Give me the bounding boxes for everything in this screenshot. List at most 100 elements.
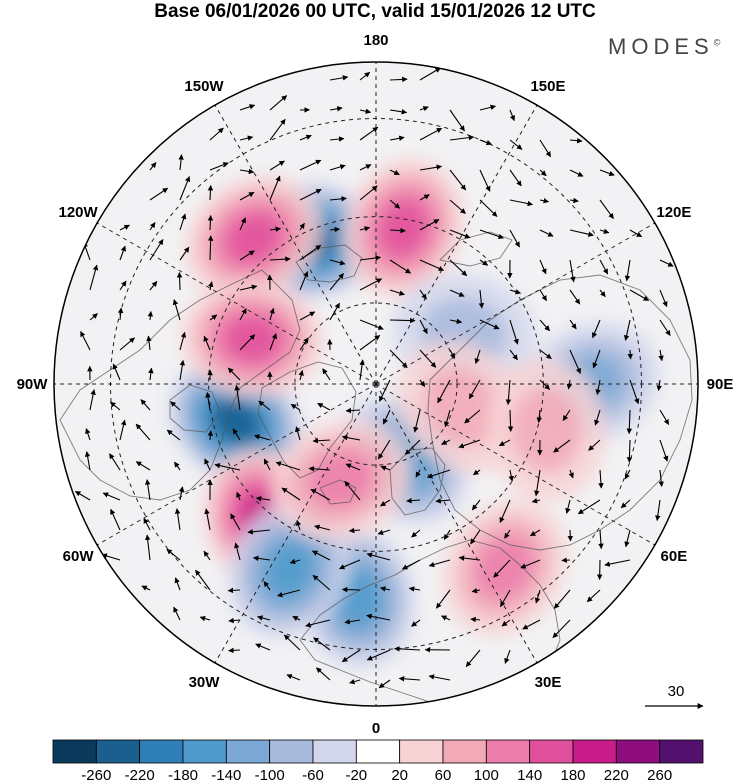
colorbar-swatch <box>529 739 574 764</box>
wind-vector <box>341 434 361 441</box>
wind-vector <box>263 581 271 591</box>
wind-vector <box>588 439 601 451</box>
wind-vector <box>509 199 534 207</box>
coastline-north-america <box>59 269 301 501</box>
wind-vector <box>499 499 511 524</box>
colorbar-swatch <box>659 739 704 764</box>
anomaly-contour <box>265 541 314 598</box>
wind-vector <box>449 289 465 297</box>
wind-vector <box>290 403 301 411</box>
wind-vector <box>89 389 96 411</box>
wind-vector <box>626 409 633 435</box>
colorbar-tick-label: 220 <box>604 767 629 783</box>
anomaly-contour <box>475 535 534 600</box>
wind-vector <box>144 534 151 561</box>
wind-vector <box>252 555 271 562</box>
wind-vector <box>166 548 181 561</box>
wind-vector <box>146 335 152 351</box>
wind-vector <box>359 126 379 141</box>
wind-vector <box>382 409 391 425</box>
wind-vector <box>408 586 421 592</box>
wind-vector <box>299 337 309 351</box>
wind-vector <box>269 256 291 262</box>
wind-vector <box>311 550 331 561</box>
colorbar-tick-label: -60 <box>302 767 324 783</box>
wind-vector <box>135 423 151 441</box>
anomaly-contour <box>511 386 582 473</box>
wind-vector <box>341 649 361 663</box>
wind-vector <box>305 619 331 628</box>
wind-vector <box>435 498 451 504</box>
wind-vector <box>117 307 124 321</box>
wind-vector <box>119 224 130 231</box>
wind-vector <box>504 649 511 664</box>
wind-vector <box>479 169 491 192</box>
wind-vector <box>329 164 346 171</box>
wind-vector <box>255 643 271 651</box>
wind-vector <box>464 409 481 424</box>
wind-vector <box>569 229 594 237</box>
wind-vector <box>329 273 344 291</box>
wind-vector <box>458 555 481 561</box>
colorbar-tick-label: 20 <box>391 767 408 783</box>
colorbar-tick-label: 260 <box>647 767 672 783</box>
wind-vector <box>592 349 601 369</box>
wind-vector <box>415 469 421 478</box>
wind-vector <box>437 379 451 404</box>
wind-vector <box>359 226 371 232</box>
wind-vector <box>89 264 99 291</box>
wind-vector <box>269 226 281 232</box>
wind-vector <box>329 196 347 202</box>
wind-vector <box>509 139 523 150</box>
wind-vector <box>419 259 445 271</box>
wind-vector <box>344 618 361 625</box>
wind-vector <box>232 428 241 441</box>
wind-vector <box>329 302 340 321</box>
wind-vector <box>170 401 181 411</box>
wind-vector <box>470 529 481 545</box>
wind-vector <box>419 349 437 368</box>
wind-vector <box>348 527 361 534</box>
wind-vector <box>315 667 331 681</box>
wind-vector <box>366 649 391 661</box>
wind-vector <box>359 334 381 351</box>
wind-vector <box>299 159 322 171</box>
colorbar-tick-label: 100 <box>474 767 499 783</box>
wind-vector <box>428 559 451 568</box>
wind-vector <box>629 229 643 238</box>
colorbar-swatch <box>399 739 444 764</box>
colorbar-tick-label: -220 <box>125 767 155 783</box>
wind-vector <box>119 245 126 261</box>
wind-vector <box>504 529 511 539</box>
wind-vector <box>85 428 91 441</box>
wind-vector <box>166 429 181 441</box>
wind-vector <box>509 319 519 345</box>
wind-vector <box>345 407 361 414</box>
wind-vector <box>228 617 241 624</box>
wind-vector <box>441 439 451 445</box>
map-boundary <box>53 61 699 707</box>
wind-vector <box>179 359 186 381</box>
wind-vector <box>366 552 391 561</box>
wind-vector <box>471 499 481 511</box>
wind-vector <box>366 613 391 621</box>
wind-vector <box>599 289 606 298</box>
wind-vector <box>143 517 151 531</box>
wind-vector <box>149 222 156 231</box>
coastline-greenland <box>257 361 357 479</box>
wind-vector <box>474 349 481 365</box>
wind-vector <box>507 409 514 432</box>
wind-vector <box>84 451 91 471</box>
wind-vector <box>509 169 522 187</box>
wind-vector <box>659 289 668 308</box>
wind-vector <box>378 679 391 689</box>
wind-vector <box>470 616 481 623</box>
wind-vector <box>569 137 583 144</box>
wind-vector <box>149 162 157 171</box>
wind-vector <box>624 469 631 480</box>
wind-vector <box>299 188 322 201</box>
wind-vector <box>119 419 127 441</box>
colorbar-tick-label: -260 <box>81 767 111 783</box>
wind-vector <box>102 492 121 501</box>
wind-vector <box>239 191 255 201</box>
